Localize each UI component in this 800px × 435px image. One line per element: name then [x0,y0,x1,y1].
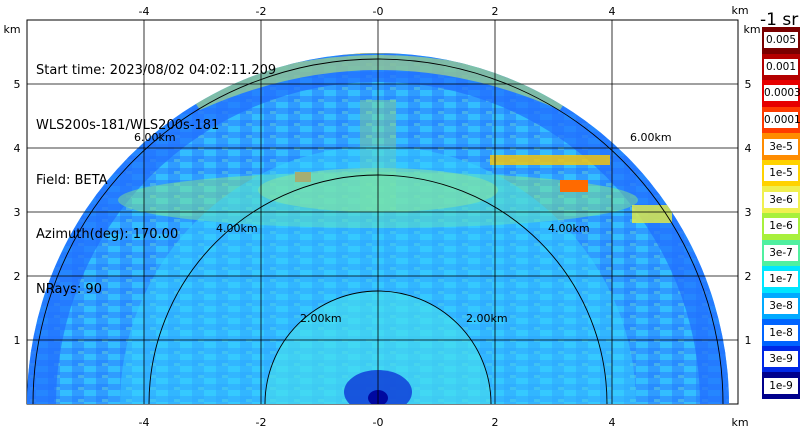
azimuth-text: Azimuth(deg): 170.00 [36,227,179,243]
x-tick-top: 4 [609,5,616,18]
colorbar-label: 0.0003 [764,85,800,102]
colorbar: 0.005 0.001 0.0003 0.0001 3e-5 1e-5 3e-6 1e-6 3e… [762,27,800,400]
field-text: Field: BETA [36,172,108,188]
x-tick-top: 2 [492,5,499,18]
x-tick-top: -4 [139,5,150,18]
x-tick-bottom: -2 [256,416,267,429]
x-axis-bottom: -4 -2 -0 2 4 km [139,416,749,429]
y-tick-left: 2 [14,270,21,283]
x-unit-bottom: km [731,416,748,429]
y-tick-left: 3 [14,206,21,219]
range-ring-labels: 2.00km 2.00km 4.00km 4.00km 6.00km 6.00k… [134,131,672,325]
y-tick-right: 1 [745,334,752,347]
y-tick-right: 3 [745,206,752,219]
instrument-text: WLS200s-181/WLS200s-181 [36,118,220,133]
x-unit-top: km [731,4,748,17]
y-tick-left: 1 [14,334,21,347]
y-tick-left: 5 [14,78,21,91]
ring-label-2km-left: 2.00km [300,312,342,325]
x-axis-top: -4 -2 -0 2 4 km [139,4,749,18]
colorbar-label: 1e-9 [764,377,798,394]
ring-label-6km-left: 6.00km [134,131,176,144]
colorbar-label: 3e-9 [764,351,798,368]
y-unit-left: km [3,23,20,36]
nrays-text: NRays: 90 [36,281,102,297]
ring-label-4km-right: 4.00km [548,222,590,235]
colorbar-label: 3e-7 [764,244,798,261]
y-tick-left: 4 [14,142,21,155]
ring-label-2km-right: 2.00km [466,312,508,325]
colorbar-label: 3e-6 [764,191,798,208]
y-tick-right: 5 [745,78,752,91]
colorbar-label: 1e-6 [764,218,798,235]
x-tick-bottom: -0 [373,416,384,429]
start-time-text: Start time: 2023/08/02 04:02:11.209 [36,63,277,79]
grid-lines [27,20,738,404]
ring-label-6km-right: 6.00km [630,131,672,144]
scan-info-panel: Start time: 2023/08/02 04:02:11.209 WLS2… [36,26,276,317]
y-axis-left: km 5 4 3 2 1 [3,23,20,347]
y-unit-right: km [743,23,760,36]
ring-label-4km-left: 4.00km [216,222,258,235]
x-tick-top: -0 [373,5,384,18]
colorbar-label: 3e-8 [764,298,798,314]
colorbar-label: 0.001 [764,58,798,75]
x-tick-bottom: 2 [492,416,499,429]
colorbar-label: 1e-7 [764,271,798,288]
colorbar-label: 0.0001 [764,112,800,128]
colorbar-label: 3e-5 [764,138,798,155]
y-tick-right: 4 [745,142,752,155]
x-tick-top: -2 [256,5,267,18]
colorbar-label: 1e-8 [764,324,798,341]
colorbar-title: -1 sr [760,10,799,30]
range-rings [32,58,724,404]
x-tick-bottom: 4 [609,416,616,429]
colorbar-label: 1e-5 [764,165,798,182]
colorbar-label: 0.005 [764,32,798,49]
x-tick-bottom: -4 [139,416,150,429]
y-tick-right: 2 [745,270,752,283]
y-axis-right: km 5 4 3 2 1 [743,23,760,347]
